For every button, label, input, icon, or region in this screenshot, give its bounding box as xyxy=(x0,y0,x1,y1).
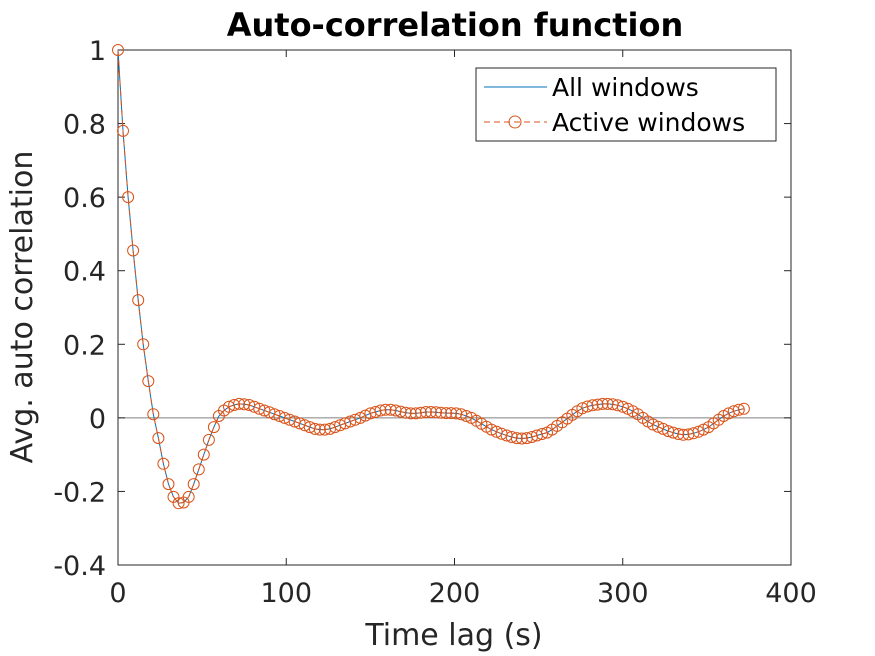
data-point-active-windows xyxy=(440,407,453,420)
data-point-active-windows xyxy=(732,403,745,416)
data-point-active-windows xyxy=(677,428,690,441)
data-point-active-windows xyxy=(379,403,392,416)
data-point-active-windows xyxy=(137,338,150,351)
legend: All windows Active windows xyxy=(475,67,777,142)
data-point-active-windows xyxy=(162,478,175,491)
data-point-active-windows xyxy=(515,432,528,445)
x-tick-label: 200 xyxy=(429,578,481,609)
data-point-active-windows xyxy=(374,404,387,417)
ticks-layer: 0 100 200 300 400 -0.4 -0.2 0 0.2 0.4 0.6 0.8 1 xyxy=(53,36,816,609)
data-point-active-windows xyxy=(117,124,129,137)
data-point-active-windows xyxy=(349,413,362,426)
x-tick-label: 300 xyxy=(597,578,649,609)
data-point-active-windows xyxy=(419,406,432,418)
data-point-active-windows xyxy=(127,244,140,257)
data-point-active-windows xyxy=(182,490,195,503)
data-point-active-windows xyxy=(399,406,412,419)
y-tick-label: 1 xyxy=(89,36,106,67)
data-point-active-windows xyxy=(430,406,442,419)
data-point-active-windows xyxy=(737,402,750,415)
y-tick-label: -0.2 xyxy=(53,477,106,508)
data-point-active-windows xyxy=(172,497,185,510)
x-tick-label: 400 xyxy=(765,578,817,609)
y-tick-label: 0.4 xyxy=(63,257,106,288)
data-point-active-windows xyxy=(152,432,165,445)
data-point-active-windows xyxy=(536,428,548,440)
data-point-active-windows xyxy=(460,410,473,422)
y-tick-label: -0.4 xyxy=(53,551,106,582)
data-point-active-windows xyxy=(228,399,241,411)
data-point-active-windows xyxy=(112,44,124,56)
data-point-active-windows xyxy=(313,423,326,436)
data-point-active-windows xyxy=(435,406,447,419)
data-point-active-windows xyxy=(122,191,135,204)
data-point-active-windows xyxy=(424,406,437,418)
data-point-active-windows xyxy=(596,397,609,410)
data-point-active-windows xyxy=(147,408,160,421)
data-point-active-windows xyxy=(510,432,523,445)
chart-title: Auto-correlation function xyxy=(227,6,684,44)
y-axis-label: Avg. auto correlation xyxy=(5,151,40,464)
y-tick-label: 0.6 xyxy=(63,183,106,214)
y-tick-label: 0 xyxy=(89,404,106,435)
data-point-active-windows xyxy=(202,433,215,446)
data-point-active-windows xyxy=(616,400,629,413)
data-point-active-windows xyxy=(233,397,246,410)
legend-label-all-windows: All windows xyxy=(552,73,699,102)
data-point-active-windows xyxy=(647,418,659,431)
x-tick-label: 100 xyxy=(260,578,312,609)
data-point-active-windows xyxy=(601,397,614,410)
data-point-active-windows xyxy=(308,422,321,435)
legend-marker-active-windows xyxy=(508,115,522,129)
data-point-active-windows xyxy=(485,423,498,436)
legend-label-active-windows: Active windows xyxy=(552,108,745,137)
y-tick-label: 0.8 xyxy=(63,110,106,141)
series-layer xyxy=(112,44,750,510)
data-point-active-windows xyxy=(581,400,594,413)
data-point-active-windows xyxy=(207,421,220,434)
x-tick-label: 0 xyxy=(109,578,126,609)
data-point-active-windows xyxy=(591,398,604,411)
x-axis-label: Time lag (s) xyxy=(364,618,542,653)
data-point-active-windows xyxy=(394,405,407,418)
data-point-active-windows xyxy=(142,375,155,388)
data-point-active-windows xyxy=(672,428,685,440)
data-point-active-windows xyxy=(414,406,427,419)
legend-box xyxy=(475,67,777,142)
data-point-active-windows xyxy=(586,399,599,412)
data-point-active-windows xyxy=(384,403,397,416)
data-point-active-windows xyxy=(445,407,458,420)
data-point-active-windows xyxy=(192,463,205,476)
y-tick-label: 0.2 xyxy=(63,330,106,361)
data-point-active-windows xyxy=(132,294,145,307)
data-point-active-windows xyxy=(505,431,518,443)
data-point-active-windows xyxy=(157,457,170,470)
data-point-active-windows xyxy=(197,448,210,461)
data-point-active-windows xyxy=(404,407,417,420)
data-point-active-windows xyxy=(409,407,422,420)
data-point-active-windows xyxy=(187,478,200,491)
